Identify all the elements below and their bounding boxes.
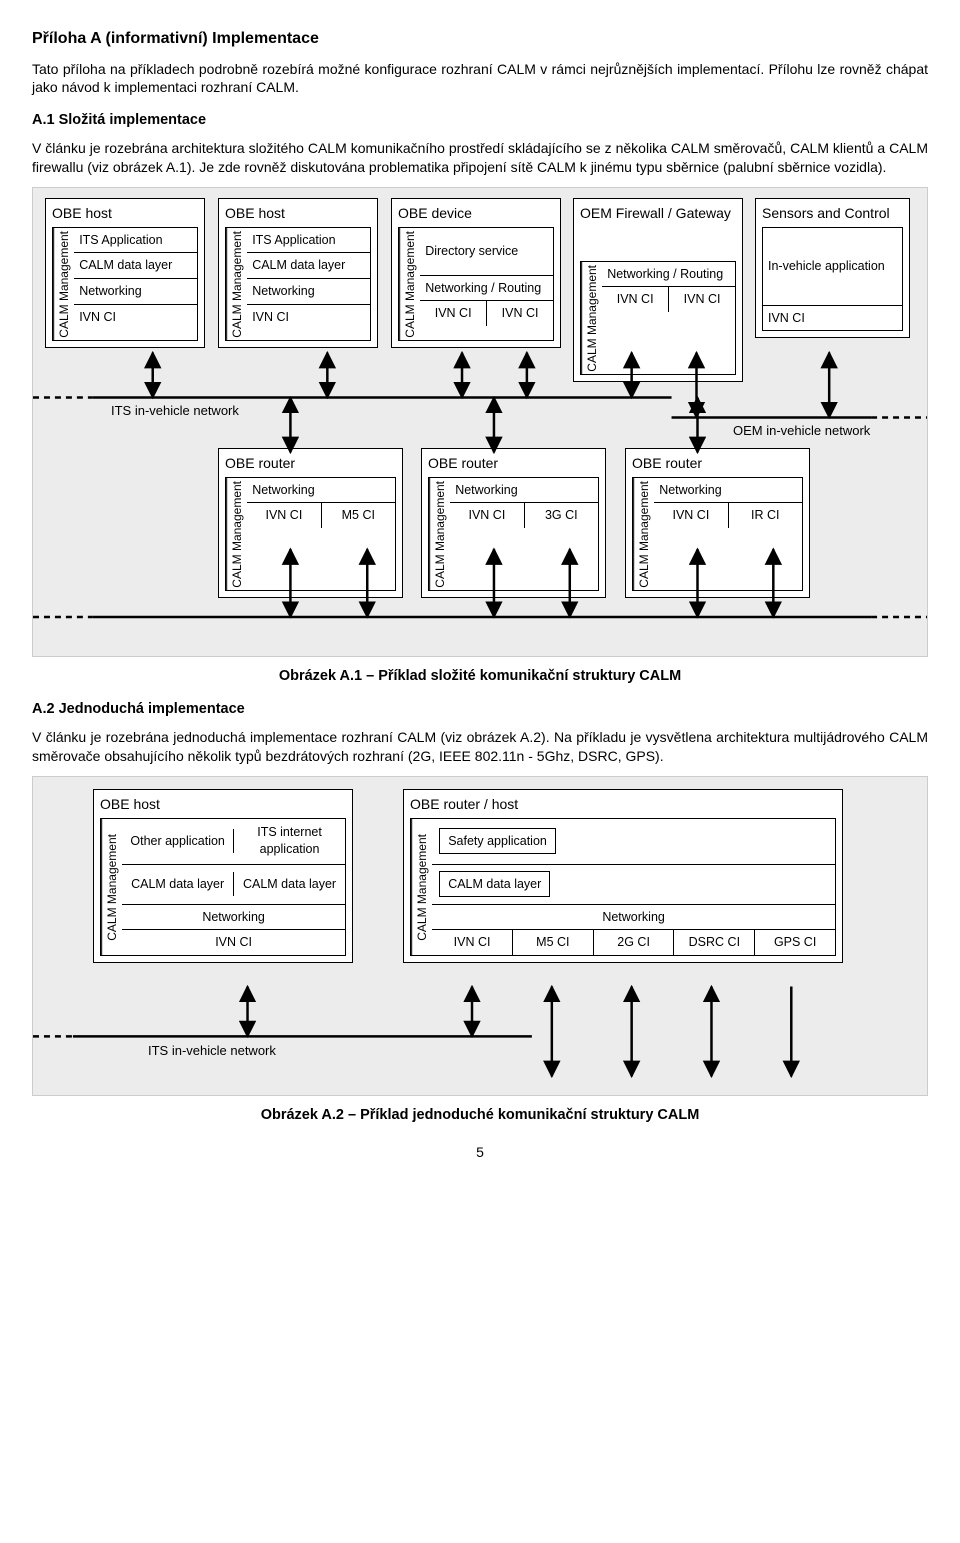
its-network-label: ITS in-vehicle network xyxy=(111,402,239,420)
layer: CALM data layer xyxy=(234,872,345,897)
ci-cell: DSRC CI xyxy=(674,930,755,955)
ci-cell: IVN CI xyxy=(487,301,553,326)
box-title: OBE device xyxy=(398,204,554,223)
layer: Safety application xyxy=(439,828,556,855)
oem-network-label: OEM in-vehicle network xyxy=(733,422,870,440)
calm-management-label: CALM Management xyxy=(226,478,247,591)
layer: CALM data layer xyxy=(74,253,197,279)
ci-cell: IVN CI xyxy=(432,930,513,955)
ci-cell: IVN CI xyxy=(602,287,669,312)
layer: ITS Application xyxy=(247,228,370,254)
ci-cell: IVN CI xyxy=(654,503,728,528)
layer: IVN CI xyxy=(122,930,345,955)
ci-cell: IVN CI xyxy=(450,503,524,528)
layer: Networking xyxy=(122,905,345,931)
layer: CALM data layer xyxy=(439,871,550,898)
figure-a1-diagram: OBE host CALM Management ITS Application… xyxy=(32,187,928,657)
calm-management-label: CALM Management xyxy=(581,262,602,375)
calm-management-label: CALM Management xyxy=(429,478,450,591)
box-title: OBE router / host xyxy=(410,795,836,814)
layer: CALM data layer xyxy=(122,872,234,897)
layer: Directory service xyxy=(420,228,553,276)
ci-cell: IVN CI xyxy=(420,301,487,326)
figure-a1-caption: Obrázek A.1 – Příklad složité komunikačn… xyxy=(32,667,928,687)
calm-management-label: CALM Management xyxy=(101,819,122,956)
layer: IVN CI xyxy=(74,305,197,330)
ci-cell: 2G CI xyxy=(594,930,675,955)
calm-management-label: CALM Management xyxy=(633,478,654,591)
calm-management-label: CALM Management xyxy=(411,819,432,956)
box-title: OBE host xyxy=(52,204,198,223)
layer: ITS internet application xyxy=(234,820,345,862)
box-title: OEM Firewall / Gateway xyxy=(580,204,736,223)
layer: CALM data layer xyxy=(247,253,370,279)
its-network-label: ITS in-vehicle network xyxy=(148,1042,276,1060)
box-title: OBE router xyxy=(428,454,599,473)
box-title: OBE router xyxy=(632,454,803,473)
layer: Networking xyxy=(450,478,598,504)
box-title: OBE host xyxy=(100,795,346,814)
ci-cell: 3G CI xyxy=(525,503,598,528)
layer: Networking xyxy=(247,279,370,305)
box-title: Sensors and Control xyxy=(762,204,903,223)
a2-heading: A.2 Jednoduchá implementace xyxy=(32,700,928,720)
calm-management-label: CALM Management xyxy=(226,228,247,341)
layer: Networking xyxy=(432,905,835,931)
box-title: OBE router xyxy=(225,454,396,473)
ci-cell: M5 CI xyxy=(322,503,395,528)
ci-cell: IR CI xyxy=(729,503,802,528)
layer: Networking xyxy=(74,279,197,305)
layer: Networking xyxy=(247,478,395,504)
calm-management-label: CALM Management xyxy=(399,228,420,341)
a2-body: V článku je rozebrána jednoduchá impleme… xyxy=(32,728,928,766)
layer: Networking xyxy=(654,478,802,504)
figure-a2-caption: Obrázek A.2 – Příklad jednoduché komunik… xyxy=(32,1106,928,1126)
ci-cell: IVN CI xyxy=(247,503,321,528)
layer: Networking / Routing xyxy=(420,276,553,302)
a1-heading: A.1 Složitá implementace xyxy=(32,111,928,131)
calm-management-label: CALM Management xyxy=(53,228,74,341)
layer: IVN CI xyxy=(247,305,370,330)
layer: Networking / Routing xyxy=(602,262,735,288)
figure-a2-diagram: OBE host CALM Management Other applicati… xyxy=(32,776,928,1096)
layer: IVN CI xyxy=(763,306,902,331)
ci-cell: GPS CI xyxy=(755,930,835,955)
page-number: 5 xyxy=(32,1143,928,1162)
layer: Other application xyxy=(122,829,234,854)
intro-paragraph: Tato příloha na příkladech podrobně roze… xyxy=(32,60,928,98)
ci-cell: M5 CI xyxy=(513,930,594,955)
a1-body: V článku je rozebrána architektura složi… xyxy=(32,139,928,177)
layer: In-vehicle application xyxy=(763,228,902,306)
ci-cell: IVN CI xyxy=(669,287,735,312)
annex-title: Příloha A (informativní) Implementace xyxy=(32,28,928,50)
layer: ITS Application xyxy=(74,228,197,254)
box-title: OBE host xyxy=(225,204,371,223)
